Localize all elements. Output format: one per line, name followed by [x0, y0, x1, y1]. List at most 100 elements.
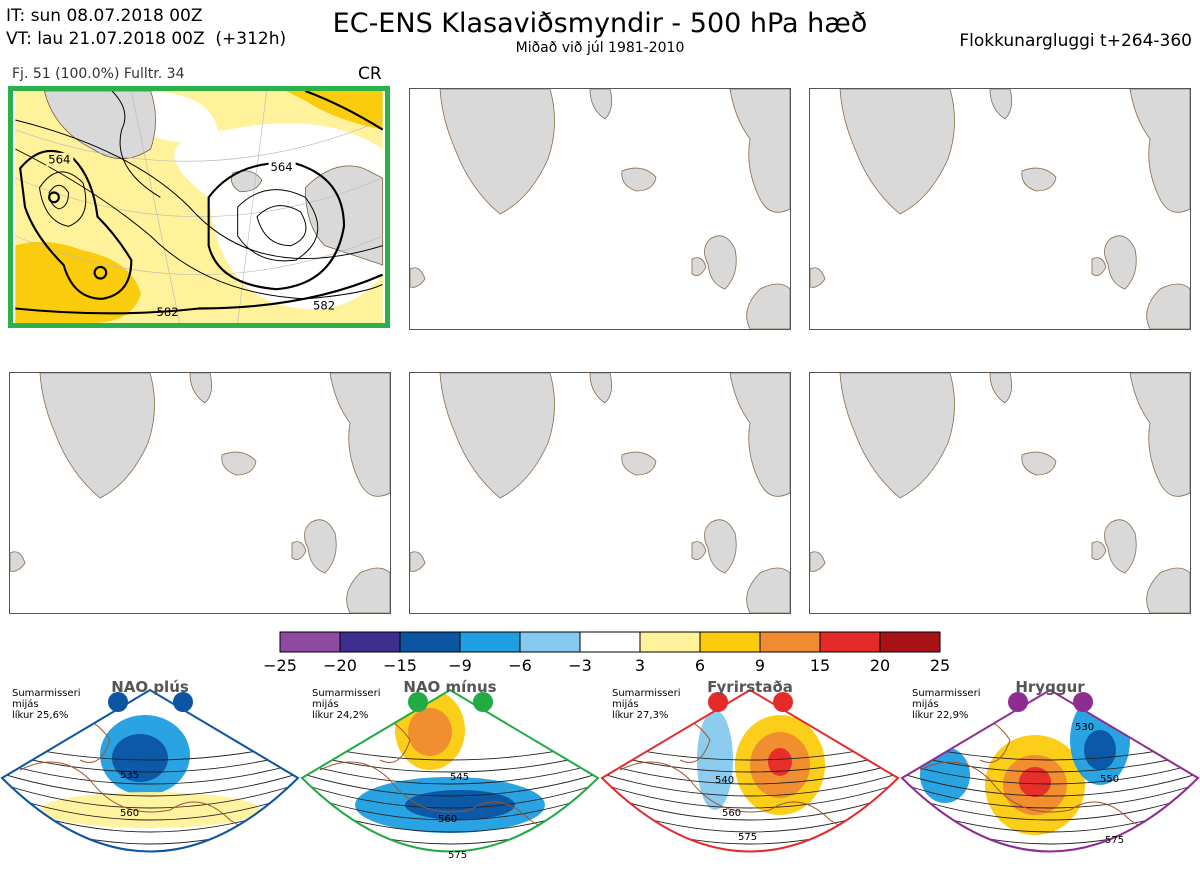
contour-label: 560: [438, 814, 457, 825]
height-contour: [902, 849, 1198, 852]
contour-label: 550: [1100, 774, 1119, 785]
colorbar-swatch: [759, 631, 821, 653]
land: [410, 551, 426, 572]
regime-frame: [0, 688, 300, 853]
contour-label: 545: [450, 772, 469, 783]
anomaly-patch: [1084, 730, 1116, 770]
height-contour: [902, 769, 1198, 797]
cluster-map-1-graphic: 564 564 582 582: [15, 91, 384, 323]
basemap: [810, 373, 1190, 613]
anomaly-patch: [405, 790, 515, 820]
land: [1021, 167, 1057, 192]
regime-graphic: 535 560: [0, 688, 300, 853]
anomaly-patch: [768, 748, 792, 776]
regime-marker: [408, 692, 428, 712]
contour-label: 582: [156, 305, 178, 319]
colorbar-swatch: [519, 631, 581, 653]
land: [1104, 235, 1137, 290]
regime-info: Sumarmisseri mijás líkur 27,3%: [612, 688, 681, 721]
basemap: [410, 373, 790, 613]
colorbar-tick-label: 20: [869, 656, 891, 675]
anomaly-patch: [408, 708, 452, 756]
land: [1104, 519, 1137, 574]
regime-frame: [300, 688, 600, 853]
land: [439, 89, 555, 215]
land: [189, 373, 213, 404]
height-contour: [902, 779, 1198, 809]
land: [839, 89, 955, 215]
regime-graphic: 530 550 575: [900, 688, 1200, 853]
contour-label: 530: [1075, 722, 1094, 733]
height-contour: [2, 849, 298, 852]
panel1-info: Fj. 51 (100.0%) Fulltr. 34: [12, 66, 185, 82]
colorbar-tick-label: 3: [634, 656, 646, 675]
colorbar-tick-label: 9: [754, 656, 766, 675]
height-contour: [302, 759, 598, 785]
land: [1091, 257, 1107, 276]
regime-graphic: 545 560 575: [300, 688, 600, 861]
cluster-map-5: [409, 372, 791, 614]
land: [589, 89, 613, 120]
anomaly-patch: [112, 734, 168, 782]
regime-marker: [1008, 692, 1028, 712]
land: [10, 551, 26, 572]
height-contour: [602, 769, 898, 797]
contour-label: 560: [722, 808, 741, 819]
land: [746, 283, 790, 329]
regime-info: Sumarmisseri mijás líkur 24,2%: [312, 688, 381, 721]
anomaly-patch: [920, 747, 970, 803]
cluster-map-2: [409, 88, 791, 330]
regime-blocking: 540 560 575 Fyrirstaða Sumarmisseri mijás …: [600, 670, 900, 871]
colorbar-swatch: [699, 631, 761, 653]
colorbar-tick-label: −3: [568, 656, 592, 675]
land: [810, 551, 826, 572]
page-title: EC-ENS Klasaviðsmyndir - 500 hPa hæð: [332, 8, 868, 39]
height-contour: [602, 779, 898, 809]
colorbar-swatch: [399, 631, 461, 653]
colorbar-swatch: [339, 631, 401, 653]
colorbar-tick-label: −20: [323, 656, 357, 675]
anomaly-patch: [40, 792, 260, 828]
land: [1091, 541, 1107, 560]
land: [691, 541, 707, 560]
colorbar-tick-label: −25: [263, 656, 297, 675]
colorbar-swatch: [459, 631, 521, 653]
regime-marker: [773, 692, 793, 712]
height-contour: [602, 759, 898, 785]
land: [989, 373, 1013, 404]
basemap: [410, 89, 790, 329]
colorbar: [279, 631, 941, 653]
land: [839, 373, 955, 499]
anomaly-patch: [1019, 767, 1051, 797]
regime-name: NAO mínus: [403, 678, 497, 696]
regime-info: Sumarmisseri mijás líkur 22,9%: [912, 688, 981, 721]
colorbar-tick-label: 25: [929, 656, 951, 675]
land: [1129, 89, 1190, 213]
regime-graphic: 540 560 575: [600, 688, 900, 853]
contour-label: 560: [120, 808, 139, 819]
height-contour: [2, 779, 298, 809]
contour-label: 582: [313, 298, 335, 312]
land: [346, 567, 390, 613]
regime-ridge: 530 550 575 Hryggur Sumarmisseri mijás lík…: [900, 670, 1200, 871]
land: [729, 89, 790, 213]
regime-name: NAO plús: [111, 678, 189, 696]
land: [589, 373, 613, 404]
contour-label: 564: [271, 160, 293, 174]
land: [989, 89, 1013, 120]
cluster-map-1: 564 564 582 582: [8, 86, 390, 328]
regime-marker: [708, 692, 728, 712]
colorbar-swatch: [639, 631, 701, 653]
land: [304, 519, 337, 574]
contour-label: 535: [120, 770, 139, 781]
land: [439, 373, 555, 499]
land: [1146, 283, 1190, 329]
contour-label: 575: [1105, 835, 1124, 846]
land: [621, 451, 657, 476]
contour-label: 575: [448, 850, 467, 861]
regime-marker: [173, 692, 193, 712]
colorbar-tick-label: −15: [383, 656, 417, 675]
colorbar-swatch: [579, 631, 641, 653]
basemap: [810, 89, 1190, 329]
land: [1146, 567, 1190, 613]
